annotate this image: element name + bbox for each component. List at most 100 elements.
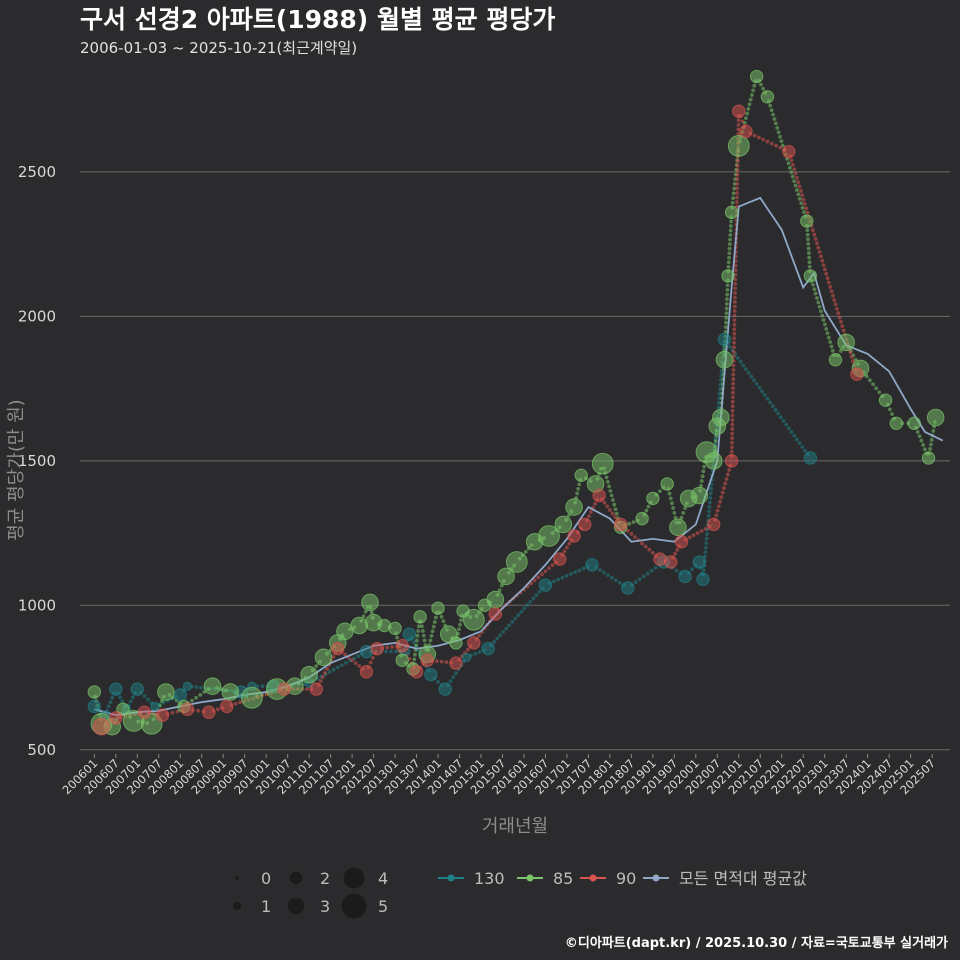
series-90-connector-dot [368,660,373,665]
series-85-point [388,621,402,636]
series-130-connector-dot [510,619,515,624]
series-90-connector-dot [733,268,738,273]
series-130-connector-dot [384,649,389,654]
series-90-connector-dot [835,306,839,311]
series-85-connector-dot [915,430,920,434]
chart-caption: ©디아파트(dapt.kr) / 2025.10.30 / 자료=국토교통부 실… [565,935,948,951]
series-85-connector-dot [811,282,815,287]
series-130-connector-dot [108,700,113,705]
series-130-connector-dot [762,393,767,397]
series-85-connector-dot [646,504,651,509]
series-90-connector-dot [832,298,837,302]
series-90-connector-dot [587,514,591,519]
series-130-connector-dot [800,444,805,449]
series-90-point [592,488,606,503]
series-85-connector-dot [428,638,433,643]
series-85-connector-dot [671,506,676,510]
series-130-connector-dot [674,568,679,573]
series-130-connector-dot [602,570,606,575]
series-85-connector-dot [422,638,427,643]
series-85-connector-dot [576,487,581,491]
series-85-connector-dot [822,322,827,327]
series-85-point [878,393,893,407]
series-90-connector-dot [703,526,708,531]
series-85-connector-dot [806,251,811,255]
series-90-connector-dot [823,267,827,272]
series-130-connector-dot [746,370,751,375]
series-130-connector-dot [744,367,748,372]
size-legend-label: 3 [320,897,330,916]
series-85-connector-dot [668,496,673,501]
series-130-connector-dot [556,577,561,582]
series-85-connector-dot [806,246,811,251]
series-90-connector-dot [756,135,761,140]
size-legend-symbol [341,893,367,919]
series-90-connector-dot [731,368,736,372]
series-90-connector-dot [732,340,736,345]
series-85-connector-dot [751,88,755,93]
series-90-point [664,555,678,569]
series-130-connector-dot [142,694,147,698]
series-130-point [696,572,710,587]
series-90-point [578,517,592,532]
series-85-connector-dot [683,506,687,510]
series-85-connector-dot [412,657,417,662]
series-90-point [202,705,216,719]
series-85-connector-dot [746,107,751,111]
series-85-connector-dot [724,306,729,311]
series-130-connector-dot [707,509,711,514]
series-130-connector-dot [356,654,361,658]
series-85-connector-dot [796,192,801,197]
series-90-connector-dot [716,504,721,509]
series-85-point [395,653,409,667]
series-90-connector-dot [730,440,734,445]
series-90-connector-dot [543,569,548,574]
series-130-connector-dot [581,566,586,571]
series-90-point [109,711,123,725]
series-130-point [109,682,123,696]
series-90-connector-dot [733,263,738,268]
series-90-connector-dot [610,511,615,516]
series-85-connector-dot [413,652,417,657]
series-85-point [565,498,583,516]
y-tick-label: 2000 [18,307,56,325]
series-85-connector-dot [829,344,834,349]
series-130-connector-dot [649,568,654,573]
series-130-connector-dot [198,685,203,690]
series-85-point [724,205,739,220]
series-legend-marker [589,874,597,882]
series-85-connector-dot [566,513,571,518]
series-85-connector-dot [725,297,729,302]
y-axis-ticks: 500 1000 1500 2000 2500 [18,163,56,759]
series-90-connector-dot [731,377,736,382]
series-90-point [739,124,753,139]
series-90-connector-dot [727,468,731,472]
series-85-connector-dot [768,103,773,108]
series-85-connector-dot [799,201,804,206]
series-90-connector-dot [731,372,736,377]
series-90-connector-dot [730,427,735,431]
series-85-connector-dot [190,698,194,703]
series-130-connector-dot [411,640,416,645]
series-90-connector-dot [735,186,740,191]
series-85-connector-dot [917,434,922,439]
series-85-connector-dot [923,447,927,452]
series-85-connector-dot [747,102,752,107]
series-85-connector-dot [752,83,757,88]
series-90-connector-dot [723,481,728,486]
data-points [87,69,945,736]
size-legend-label: 4 [378,869,388,888]
series-130-point [803,451,818,465]
series-130-connector-dot [778,415,783,420]
series-130-connector-dot [704,536,709,541]
series-130-connector-dot [605,573,610,578]
series-85-connector-dot [420,629,425,633]
series-85-connector-dot [728,237,732,242]
size-legend-symbol [343,867,365,889]
series-130-connector-dot [765,396,770,401]
series-130-connector-dot [513,616,518,621]
series-130-connector-dot [522,606,527,611]
series-90-connector-dot [740,119,745,124]
series-130-connector-dot [573,570,577,575]
size-legend-symbol [287,897,305,915]
